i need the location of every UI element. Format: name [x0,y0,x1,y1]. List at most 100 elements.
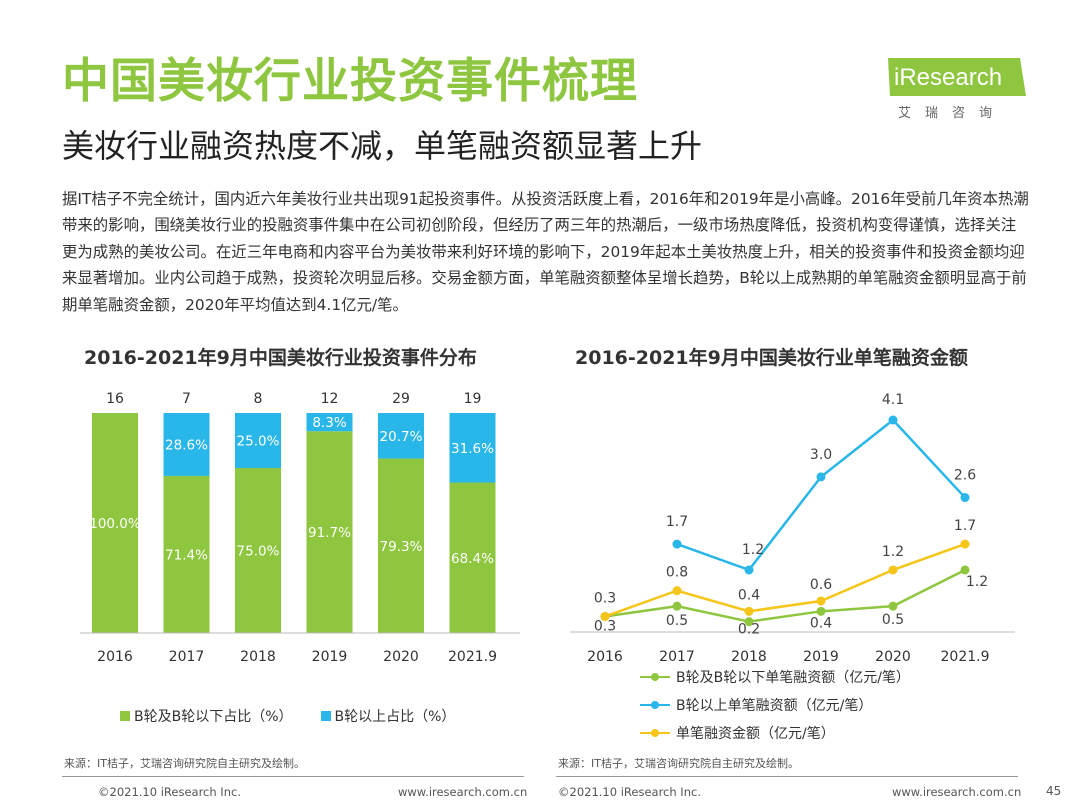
x-tick-label: 2021.9 [448,649,497,665]
bar-total-label: 7 [182,391,191,407]
data-point [672,601,682,611]
bar-segment-label: 8.3% [312,415,346,431]
bar-total-label: 12 [321,391,339,407]
bar-segment [449,413,496,483]
data-point [888,415,898,425]
copyright-right: ©2021.10 iResearch Inc. [558,785,701,799]
legend-line-blue-icon [640,701,670,709]
x-tick-label: 2020 [383,649,419,665]
bar-segment-label: 75.0% [237,544,280,560]
page-number: 45 [1046,784,1062,798]
copyright-left: ©2021.10 iResearch Inc. [98,785,241,799]
data-label: 2.6 [954,468,976,484]
legend-swatch-blue [320,711,331,721]
site-url-left[interactable]: www.iresearch.com.cn [398,785,528,799]
bar-segment-label: 71.4% [165,547,208,563]
x-tick-label: 2019 [312,649,348,665]
legend-label-green: B轮及B轮以下单笔融资额（亿元/笔） [676,670,910,686]
x-tick-label: 2019 [803,649,839,665]
footer-divider-left [62,776,524,777]
footer-divider-right [556,776,1018,777]
bar-chart-title: 2016-2021年9月中国美妆行业投资事件分布 [84,347,477,369]
x-tick-label: 2017 [659,649,695,665]
data-point [744,606,754,616]
data-point [816,606,826,616]
bar-segment-label: 20.7% [380,429,423,445]
data-label: 1.2 [742,542,764,558]
intro-paragraph: 据IT桔子不完全统计，国内近六年美妆行业共出现91起投资事件。从投资活跃度上看，… [62,190,1029,314]
x-tick-label: 2018 [731,649,767,665]
data-point [816,472,826,482]
bar-segment-label: 25.0% [237,434,280,450]
legend-label-blue: B轮以上单笔融资额（亿元/笔） [676,698,873,714]
data-label: 1.2 [966,574,988,590]
bar-segment [306,413,353,432]
data-label: 0.3 [594,618,616,634]
data-label: 0.8 [666,565,688,581]
page-subtitle: 美妆行业融资热度不减，单笔融资额显著上升 [62,127,703,165]
data-point [744,565,754,575]
x-tick-label: 2017 [169,649,205,665]
bar-segment-label: 28.6% [165,437,208,453]
logo-chinese-text: 艾瑞咨询 [898,106,1007,121]
logo-badge-icon [888,58,1026,96]
bar-segment [235,413,281,468]
page-title: 中国美妆行业投资事件梳理 [62,54,638,109]
data-point [960,539,970,549]
data-point [600,611,610,621]
data-label: 0.4 [810,615,832,631]
legend-label-yellow: 单笔融资金额（亿元/笔） [676,726,835,742]
data-point [816,596,826,606]
data-label: 0.4 [738,587,760,603]
bar-total-label: 29 [392,391,410,407]
x-tick-label: 2016 [97,649,133,665]
bar-total-label: 8 [254,391,263,407]
source-note-left: 来源：IT桔子，艾瑞咨询研究院自主研究及绘制。 [64,757,305,770]
bar-segment-label: 100.0% [89,516,141,532]
bar-segment-label: 31.6% [451,441,494,457]
data-point [672,586,682,596]
bar-segment [163,475,210,633]
bar-segment [378,413,424,459]
legend-label-above-b: B轮以上占比（%） [334,709,456,725]
line-legend: B轮及B轮以下单笔融资额（亿元/笔） B轮以上单笔融资额（亿元/笔） 单笔融资金… [640,664,910,746]
data-point [888,565,898,575]
legend-line-yellow-icon [640,729,670,737]
bar-segment [92,413,138,633]
bar-legend: B轮及B轮以下占比（%） B轮以上占比（%） [120,706,455,726]
series-line [604,542,966,618]
series-line [676,418,966,572]
data-label: 3.0 [810,447,832,463]
data-label: 1.7 [666,514,688,530]
bar-segment-label: 79.3% [380,539,423,555]
line-chart-title: 2016-2021年9月中国美妆行业单笔融资金额 [575,347,968,369]
bar-segment [378,458,424,633]
bar-chart: 100.0% 16 2016 71.4% 28.6% 7 2017 75.0% 25.0% 8 20… [80,391,520,665]
bar-segment [306,431,353,633]
bar-segment [449,482,496,633]
source-note-right: 来源：IT桔子，艾瑞咨询研究院自主研究及绘制。 [558,757,799,770]
x-tick-label: 2018 [240,649,276,665]
bar-total-label: 16 [106,391,124,407]
data-label: 0.5 [882,612,904,628]
line-chart: 0.3 0.5 0.2 0.4 0.5 1.2 1.7 1.2 3.0 4.1 2.6 0.3 0.8 0… [570,392,1015,665]
data-label: 1.7 [954,518,976,534]
logo-brand-text: iResearch [894,64,1003,91]
data-label: 1.2 [882,544,904,560]
data-label: 0.5 [666,613,688,629]
bar-segment [163,413,210,476]
legend-label-b-and-below: B轮及B轮以下占比（%） [134,709,293,725]
bar-segment-label: 68.4% [451,551,494,567]
legend-swatch-green [120,711,130,721]
site-url-right[interactable]: www.iresearch.com.cn [892,785,1022,799]
bar-segment-label: 91.7% [308,525,351,541]
data-point [960,565,970,575]
iresearch-logo: iResearch 艾瑞咨询 [888,56,1028,124]
data-label: 0.2 [738,622,760,638]
data-label: 0.3 [594,590,616,606]
data-label: 4.1 [882,392,904,408]
data-point [744,617,754,627]
legend-line-green-icon [640,673,670,681]
x-tick-label: 2020 [875,649,911,665]
data-point [672,539,682,549]
